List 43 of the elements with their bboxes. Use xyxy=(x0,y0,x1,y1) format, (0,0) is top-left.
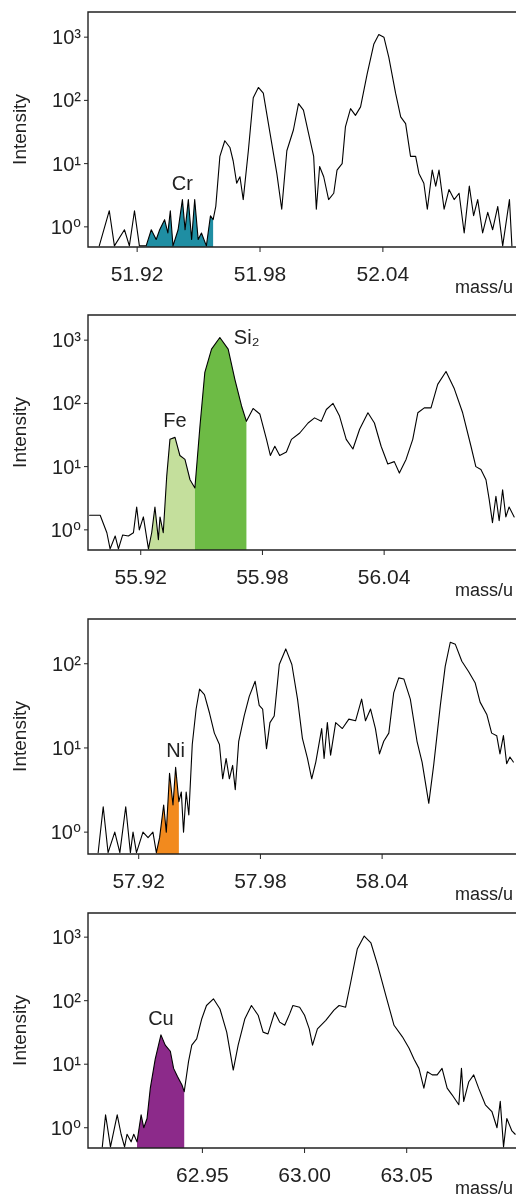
y-tick-label: 10⁰ xyxy=(50,518,81,541)
y-axis-title: Intensity xyxy=(9,700,30,772)
y-tick-label: 10⁰ xyxy=(50,1116,81,1139)
x-tick-label: 51.98 xyxy=(233,262,287,285)
x-tick-label: 55.92 xyxy=(114,565,168,588)
x-tick-label: 51.92 xyxy=(110,262,164,285)
x-tick-label: 62.95 xyxy=(176,1163,229,1186)
x-tick-label: 63.05 xyxy=(380,1163,433,1186)
y-axis-title: Intensity xyxy=(9,994,30,1066)
line-series xyxy=(98,33,513,247)
x-tick-label: 57.92 xyxy=(112,869,165,892)
y-tick-label: 10³ xyxy=(52,926,82,949)
x-axis-title: mass/u xyxy=(454,884,513,904)
y-tick-label: 10¹ xyxy=(52,152,82,175)
line-series xyxy=(97,641,514,854)
series-label: Fe xyxy=(163,409,187,432)
x-tick-label: 52.04 xyxy=(356,262,410,285)
x-axis-title: mass/u xyxy=(454,277,513,297)
y-tick-label: 10⁰ xyxy=(50,215,81,238)
x-axis-title: mass/u xyxy=(454,580,513,600)
y-tick-label: 10³ xyxy=(52,26,82,49)
y-tick-label: 10¹ xyxy=(52,1053,82,1076)
series-label: Si₂ xyxy=(233,325,260,348)
y-tick-label: 10² xyxy=(52,392,82,415)
x-axis-title: mass/u xyxy=(454,1178,513,1198)
x-tick-label: 55.98 xyxy=(236,565,289,588)
series-label: Ni xyxy=(166,739,186,762)
y-axis-title: Intensity xyxy=(9,93,30,165)
y-tick-label: 10¹ xyxy=(52,736,82,759)
x-tick-label: 57.98 xyxy=(234,869,287,892)
x-tick-label: 56.04 xyxy=(357,565,411,588)
y-tick-label: 10² xyxy=(52,989,82,1012)
y-tick-label: 10⁰ xyxy=(50,821,81,844)
x-tick-label: 58.04 xyxy=(355,869,409,892)
y-tick-label: 10² xyxy=(52,89,82,112)
y-tick-label: 10¹ xyxy=(52,455,82,478)
x-tick-label: 63.00 xyxy=(278,1163,331,1186)
series-label: Cu xyxy=(148,1006,174,1029)
series-label: Cr xyxy=(171,171,194,194)
y-axis-title: Intensity xyxy=(9,396,30,468)
line-series xyxy=(101,935,516,1148)
y-tick-label: 10³ xyxy=(52,329,82,352)
y-tick-label: 10² xyxy=(52,652,82,675)
